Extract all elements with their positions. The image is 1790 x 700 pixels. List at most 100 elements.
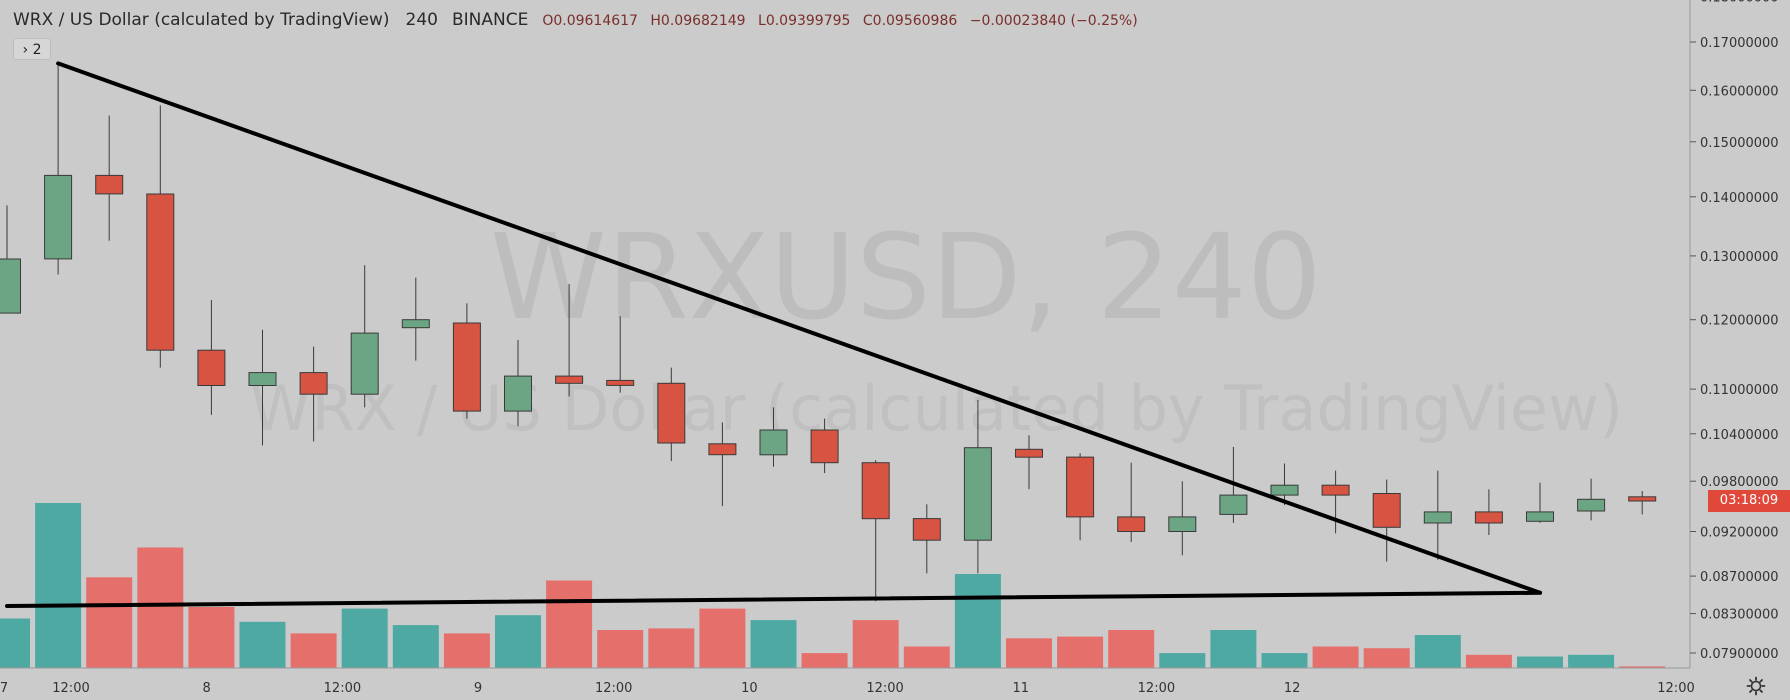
time-tick-label: 9 — [474, 681, 482, 696]
candle-body — [555, 375, 584, 384]
gear-icon[interactable] — [1746, 676, 1766, 696]
volume-bar — [1210, 630, 1257, 668]
candle — [1423, 470, 1452, 560]
candle — [1526, 482, 1554, 523]
volume-bar — [1159, 653, 1206, 668]
volume-bar — [392, 625, 439, 668]
candle-body — [606, 379, 635, 386]
candle-body — [299, 372, 328, 395]
change-value: −0.00023840 (−0.25%) — [969, 13, 1138, 29]
candle-body — [759, 429, 788, 456]
trendline[interactable] — [56, 61, 1542, 595]
candle-body — [1168, 516, 1197, 533]
volume-bar — [290, 633, 337, 668]
indicator-count: 2 — [32, 42, 42, 58]
candle — [146, 105, 175, 368]
time-tick-label: 12:00 — [1138, 681, 1175, 696]
trendlines[interactable] — [5, 61, 1542, 608]
price-tick-label: 0.08700000 — [1700, 570, 1779, 585]
time-tick-label: 12:00 — [866, 681, 903, 696]
time-tick-label: 7 — [0, 681, 8, 696]
volume-bar — [1363, 648, 1410, 668]
price-tick-label: 0.07900000 — [1700, 647, 1779, 662]
volume-bar — [1057, 636, 1104, 668]
time-tick-label: 8 — [203, 681, 211, 696]
candle — [401, 277, 430, 361]
volume-bars — [0, 503, 1666, 669]
candle-body — [1423, 511, 1452, 524]
price-tick-label: 0.15000000 — [1700, 136, 1779, 151]
candle-body — [401, 319, 430, 329]
close-value: C0.09560986 — [862, 13, 958, 29]
candle-body — [452, 322, 481, 412]
volume-bar — [35, 503, 82, 668]
time-tick-label: 12 — [1284, 681, 1301, 696]
volume-bar — [903, 646, 950, 668]
volume-bar — [1568, 654, 1615, 668]
candle-body — [248, 372, 277, 387]
candle-body — [1372, 493, 1401, 528]
volume-bar — [341, 608, 388, 668]
low-value: L0.09399795 — [758, 13, 851, 29]
volume-bar — [546, 580, 593, 668]
time-tick-label: 12:00 — [1657, 681, 1694, 696]
price-tick-label: 0.09800000 — [1700, 475, 1779, 490]
candle — [606, 316, 635, 393]
candle-body — [0, 258, 21, 314]
volume-bar — [1517, 656, 1563, 669]
candle — [350, 265, 379, 408]
time-tick-label: 11 — [1013, 681, 1030, 696]
candle-body — [95, 174, 124, 195]
candle-body — [963, 447, 992, 541]
indicators-toggle-button[interactable]: › 2 — [13, 38, 51, 60]
candle — [504, 339, 532, 427]
volume-bar — [954, 574, 1001, 668]
candle — [1270, 463, 1299, 506]
volume-bar — [1006, 638, 1052, 668]
time-axis[interactable]: 7 12:00 8 12:00 9 12:00 10 12:00 11 12:00 12 12:00 — [0, 681, 1695, 696]
timeframe-label[interactable]: 240 — [405, 10, 438, 30]
candle — [248, 329, 277, 446]
candle — [1117, 462, 1146, 542]
candle-body — [1015, 448, 1043, 458]
price-tick-label: 0.14000000 — [1700, 191, 1779, 206]
candle — [299, 346, 328, 442]
trendline[interactable] — [5, 590, 1542, 608]
candle-body — [504, 375, 532, 412]
candle-body — [146, 193, 175, 351]
candle — [1066, 453, 1095, 541]
volume-bar — [188, 607, 235, 668]
candle — [452, 303, 481, 419]
chevron-right-icon: › — [22, 42, 29, 58]
candle-body — [44, 174, 73, 260]
volume-bar — [1619, 666, 1666, 669]
volume-bar — [239, 621, 286, 668]
candle — [555, 284, 584, 397]
candle — [197, 300, 226, 415]
volume-bar — [750, 620, 797, 668]
price-tick-label: 0.12000000 — [1700, 314, 1779, 329]
candle-body — [861, 462, 890, 520]
candle — [1577, 478, 1606, 521]
candle-body — [708, 443, 737, 456]
candle-body — [657, 382, 686, 444]
candle — [657, 367, 686, 462]
price-axis[interactable]: 0.18000000 0.17000000 0.16000000 0.15000000… — [1690, 0, 1779, 662]
volume-bar — [1465, 654, 1512, 668]
price-tick-label: 0.11000000 — [1700, 383, 1779, 398]
candle-body — [197, 349, 226, 387]
chart-header: WRX / US Dollar (calculated by TradingVi… — [13, 10, 1146, 30]
candle-body — [912, 518, 941, 541]
price-tick-label: 0.17000000 — [1700, 36, 1779, 51]
watermark-symbol: WRXUSD, 240 — [490, 208, 1322, 346]
candle-body — [810, 429, 839, 464]
candle — [1168, 481, 1197, 556]
symbol-title[interactable]: WRX / US Dollar (calculated by TradingVi… — [13, 10, 390, 30]
candle-body — [1577, 498, 1606, 512]
volume-bar — [1108, 630, 1155, 668]
candle-body — [1526, 511, 1554, 522]
candle — [95, 115, 124, 241]
volume-bar — [1414, 635, 1461, 668]
volume-bar — [699, 608, 746, 668]
